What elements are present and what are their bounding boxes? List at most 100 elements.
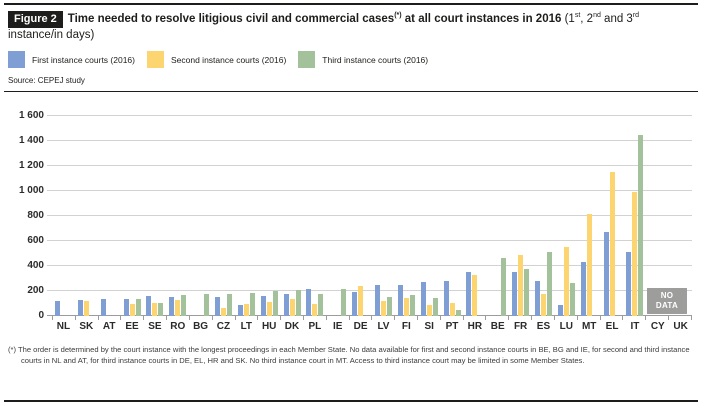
bar-group-FI <box>395 116 418 316</box>
bar-AT-first <box>100 299 106 316</box>
figure-title-paren: instance/in days) <box>8 29 95 41</box>
bar-SI-third <box>432 297 438 316</box>
bar-PL-second <box>312 303 318 316</box>
bar-group-IT <box>623 116 646 316</box>
y-axis-label: 800 <box>27 210 44 221</box>
x-axis-label-PT: PT <box>445 321 459 332</box>
bar-EE-second <box>129 304 135 316</box>
bar-LU-third <box>569 282 575 316</box>
legend-item: Second instance courts (2016) <box>146 51 286 68</box>
x-tick <box>371 316 373 320</box>
bar-SK-first <box>77 299 83 316</box>
bar-LT-first <box>237 305 243 316</box>
y-axis-label: 1 000 <box>18 185 44 196</box>
x-axis-label-LT: LT <box>240 321 253 332</box>
x-axis-label-LV: LV <box>377 321 390 332</box>
bar-SI-second <box>426 305 432 316</box>
x-axis-label-IE: IE <box>333 321 343 332</box>
plot-groups <box>52 116 692 316</box>
figure-title-paren: , 2 <box>580 13 594 25</box>
superscript-nd: nd <box>593 12 601 20</box>
header-divider <box>4 91 698 92</box>
x-tick <box>599 316 601 320</box>
bar-CZ-second <box>220 307 226 316</box>
bar-IT-first <box>626 251 632 316</box>
x-tick <box>417 316 418 320</box>
bar-group-LU <box>555 116 578 316</box>
bar-PT-second <box>449 302 455 316</box>
legend-item: Third instance courts (2016) <box>298 51 428 68</box>
bar-DE-second <box>358 285 364 316</box>
x-axis-label-CY: CY <box>650 321 665 332</box>
bar-FR-third <box>524 269 530 316</box>
bar-group-EL <box>601 116 624 316</box>
bar-PT-first <box>443 280 449 316</box>
bar-group-BG <box>189 116 212 316</box>
x-tick <box>531 316 533 320</box>
bar-chart: 0 200 400 600 800 1 000 1 200 1 400 1 600 NO DAT… <box>19 110 692 332</box>
bar-ES-first <box>534 280 540 316</box>
bar-SE-first <box>146 295 152 316</box>
bar-DK-second <box>289 298 295 316</box>
x-tick <box>439 316 441 320</box>
x-tick <box>394 316 396 320</box>
x-tick <box>462 316 464 320</box>
y-axis-label: 600 <box>27 235 44 246</box>
x-tick <box>622 316 624 320</box>
x-tick <box>74 316 76 320</box>
x-axis-label-SK: SK <box>79 321 94 332</box>
bar-group-MT <box>578 116 601 316</box>
x-axis-label-AT: AT <box>102 321 116 332</box>
bar-FI-first <box>397 284 403 316</box>
bar-group-PT <box>441 116 464 316</box>
x-tick <box>645 316 647 320</box>
bar-ES-second <box>540 294 546 316</box>
x-axis-label-RO: RO <box>170 321 186 332</box>
x-axis-line <box>47 315 692 316</box>
gridline <box>47 165 692 166</box>
figure-badge: Figure 2 <box>8 11 63 28</box>
x-axis-label-SI: SI <box>424 321 434 332</box>
bar-BG-third <box>204 294 210 316</box>
bar-group-NL <box>52 116 75 316</box>
superscript-rd: rd <box>632 12 640 20</box>
x-tick <box>188 316 190 320</box>
bar-FI-third <box>409 295 415 316</box>
x-tick <box>257 316 259 320</box>
x-tick <box>576 316 578 320</box>
bar-HR-second <box>472 274 478 316</box>
superscript-st: st <box>574 12 581 20</box>
x-tick <box>553 316 555 320</box>
bar-DK-third <box>295 290 301 316</box>
x-axis-label-DE: DE <box>353 321 368 332</box>
legend-swatch-2 <box>298 51 316 68</box>
bar-group-BE <box>486 116 509 316</box>
bar-group-LT <box>235 116 258 316</box>
bar-FR-first <box>512 271 518 316</box>
bottom-rule <box>4 400 698 402</box>
x-axis-label-LU: LU <box>559 321 573 332</box>
legend-item: First instance courts (2016) <box>8 51 135 68</box>
bar-group-EE <box>121 116 144 316</box>
bar-LV-third <box>386 296 392 316</box>
bar-LU-second <box>563 246 569 316</box>
x-tick <box>667 316 669 320</box>
gridline <box>47 290 692 291</box>
legend-swatch-1 <box>146 51 164 68</box>
bar-EE-third <box>135 299 141 316</box>
x-tick <box>280 316 282 320</box>
bar-group-UK <box>669 116 692 316</box>
y-axis-label: 200 <box>27 285 44 296</box>
bar-NL-first <box>54 300 60 316</box>
bar-MT-second <box>586 213 592 316</box>
bar-LV-second <box>380 301 386 316</box>
bar-group-SI <box>418 116 441 316</box>
bar-RO-third <box>181 294 187 316</box>
x-axis-label-FR: FR <box>513 321 528 332</box>
bar-group-PL <box>303 116 326 316</box>
bar-FR-second <box>518 255 524 316</box>
x-tick <box>143 316 145 320</box>
gridline <box>47 265 692 266</box>
bar-MT-first <box>580 262 586 316</box>
